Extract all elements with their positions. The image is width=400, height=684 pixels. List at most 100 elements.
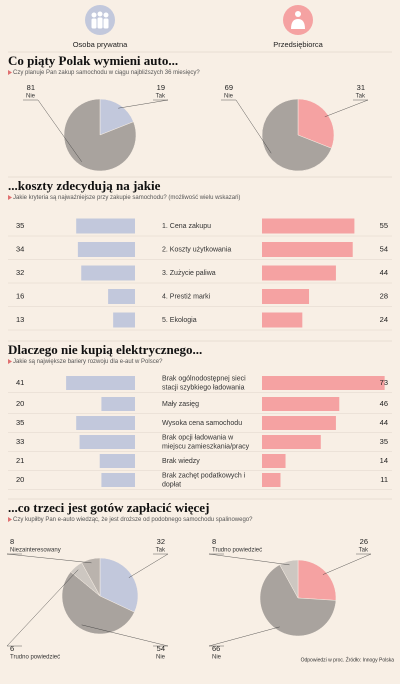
bar-right [262,376,385,390]
value-left: 41 [16,378,24,387]
bar-left [101,473,135,487]
value-left: 33 [16,437,24,446]
icon-left [85,5,115,35]
category-label: 5. Ekologia [162,317,197,324]
value-right: 11 [380,475,388,484]
section-title: Dlaczego nie kupią elektrycznego... [8,342,202,357]
question-marker [8,70,12,75]
leader-line [6,569,79,647]
value-right: 73 [380,378,388,387]
value-right: 55 [380,221,388,230]
slice-value: 66 [212,644,220,653]
slice-value: 19 [157,83,165,92]
category-label: Brak wiedzy [162,458,200,465]
category-label: 3. Zużycie paliwa [162,270,216,277]
slice-value: 8 [212,537,216,546]
category-label: 4. Prestiż marki [162,293,211,300]
pie-slice [279,559,299,599]
value-left: 13 [16,315,24,324]
header-right: Przedsiębiorca [273,40,323,49]
bar-left [113,312,135,328]
slice-label: Nie [156,655,166,661]
slice-value: 81 [27,83,35,92]
section-question: Czy kupiłby Pan e-auto wiedząc, że jest … [13,517,253,523]
question-marker [8,359,12,364]
bar-right [262,289,310,304]
slice-value: 54 [157,644,165,653]
leader-line [208,626,280,647]
value-right: 24 [380,315,388,324]
slice-label: Trudno powiedzieć [212,548,262,554]
bar-left [66,376,135,390]
slice-value: 26 [360,537,368,546]
section-title: Co piąty Polak wymieni auto... [8,53,178,68]
pie-slice [259,564,337,637]
bar-right [262,473,281,487]
bar-right [262,435,321,449]
leader-line [221,99,272,154]
leader-line [6,553,92,564]
section-question: Czy planuje Pan zakup samochodu w ciągu … [13,70,200,76]
pie-slice [261,98,332,172]
leader-line [324,99,369,117]
value-left: 32 [16,268,24,277]
value-left: 21 [16,456,24,465]
bar-left [77,242,135,257]
section-title: ...koszty zdecydują na jakie [8,178,161,193]
bar-left [101,397,135,411]
bar-left [76,218,135,234]
slice-label: Nie [212,655,222,661]
category-label: 1. Cena zakupu [162,223,211,230]
bar-left [76,416,135,430]
value-left: 34 [16,244,24,253]
bar-right [262,312,303,328]
header-left: Osoba prywatna [73,40,128,49]
bar-right [262,242,353,257]
slice-value: 6 [10,644,14,653]
pie-slice [99,98,134,136]
bar-left [99,454,135,468]
slice-label: Tak [356,94,366,100]
value-right: 44 [380,268,388,277]
category-label: 2. Koszty użytkowania [162,246,231,253]
pie-slice [297,98,335,149]
footer: Odpowiedzi w proc. Źródło: Innogy Polska [301,656,395,663]
category-label: Mały zasięg [162,401,199,408]
leader-line [128,553,169,578]
question-marker [8,195,12,200]
question-marker [8,517,12,522]
pie-slice [61,571,135,635]
category-label: Brak opcji ładowania w miejscu zamieszkan… [162,434,250,450]
bar-left [79,435,135,449]
pie-slice [297,559,337,601]
slice-label: Niezainteresowany [10,548,61,554]
leader-line [322,553,372,575]
bar-left [108,289,135,304]
slice-label: Nie [224,94,234,100]
value-right: 28 [380,291,388,300]
value-left: 20 [16,475,24,484]
leader-line [81,624,169,647]
leader-line [23,99,82,162]
value-left: 16 [16,291,24,300]
bar-left [81,265,135,281]
slice-label: Tak [156,94,166,100]
bar-right [262,454,286,468]
slice-value: 31 [357,83,365,92]
section-question: Jakie kryteria są najważniejsze przy zak… [13,195,240,201]
slice-value: 69 [225,83,233,92]
slice-label: Tak [156,548,166,554]
slice-label: Tak [359,548,369,554]
slice-label: Nie [26,94,36,100]
value-right: 46 [380,399,388,408]
icon-right [283,5,313,35]
slice-label: Trudno powiedzieć [10,655,60,661]
pie-slice [81,557,101,597]
section-question: Jakie są największe bariery rozwoju dla … [13,359,163,365]
value-right: 54 [380,244,388,253]
value-right: 44 [380,418,388,427]
section-title: ...co trzeci jest gotów zapłacić więcej [8,500,209,515]
value-right: 14 [380,456,388,465]
